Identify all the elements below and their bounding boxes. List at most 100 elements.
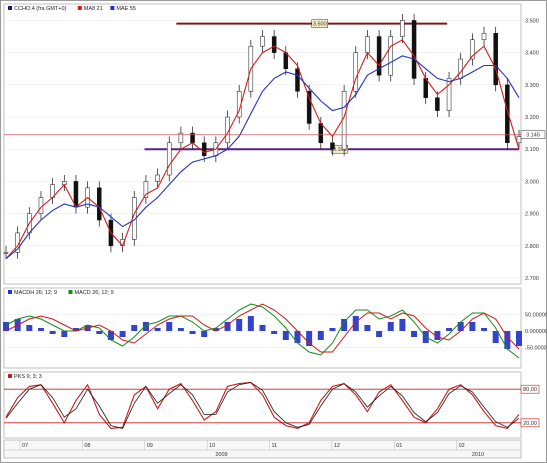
pks-legend: PKS 9; 3; 3	[8, 374, 42, 380]
candle-body	[155, 174, 160, 182]
macd-histogram-bar	[294, 331, 301, 343]
macd-y-tick-label: 0.000000	[525, 329, 547, 335]
candle-body	[260, 36, 265, 47]
reference-line-label: 3.100	[333, 147, 347, 153]
price-legend-label: MA8 21	[84, 6, 103, 12]
x-axis-year-labels: 2009 2010	[215, 452, 484, 458]
price-legend-label: CCHO.4 (fra GMT+0)	[14, 6, 67, 12]
macd-histogram-bar	[341, 319, 348, 331]
candle-body	[388, 36, 393, 76]
macd-histogram-bar	[142, 322, 149, 331]
macd-histogram-bar	[236, 319, 243, 331]
x-axis: 07 08 09 10 11 12 01 02 2009 2010	[3, 439, 522, 459]
candle-body	[435, 97, 440, 111]
macd-histogram-bar	[259, 325, 266, 331]
macd-histogram-bar	[399, 319, 406, 331]
macd-histogram-bar	[492, 331, 499, 343]
macd-histogram-bar	[376, 331, 383, 337]
candle-body	[201, 142, 207, 156]
month-label: 12	[334, 443, 340, 449]
macd-histogram-bar	[96, 331, 103, 334]
candle-body	[283, 52, 289, 69]
reference-line-tag	[311, 19, 328, 28]
macd-histogram-bar	[72, 328, 79, 331]
macd-histogram-bar	[434, 331, 441, 340]
macd-histogram-bar	[516, 331, 522, 346]
price-legend: CCHO.4 (fra GMT+0) MA8 21 MAE 55	[8, 6, 136, 12]
month-label: 02	[459, 443, 465, 449]
macd-histogram-bar	[457, 322, 464, 331]
candle-body	[493, 33, 498, 86]
macd-histogram-bar	[446, 328, 453, 331]
price-y-tick-label: 2.700	[525, 276, 539, 282]
current-price-tag	[520, 130, 546, 139]
month-label: 10	[209, 443, 215, 449]
month-label: 09	[147, 443, 153, 449]
candle-body	[178, 132, 184, 144]
price-y-axis: 3.500 3.400 3.300 3.200 3.100 3.000 2.900 2.800…	[525, 18, 539, 282]
candle-body	[353, 52, 359, 92]
candle-body	[470, 39, 475, 60]
macd-line	[5, 303, 520, 359]
macd-panel: 50.000000 0.000000 -50.000000 MACDH 26; 12…	[3, 287, 547, 369]
macd-histogram-bar	[189, 331, 196, 334]
macd-histogram-bar	[166, 322, 173, 331]
price-y-tick-label: 3.300	[525, 83, 539, 89]
macd-histogram-bar	[107, 331, 114, 340]
pks-legend-label: PKS 9; 3; 3	[14, 374, 42, 380]
x-axis-month-labels: 07 08 09 10 11 12 01 02	[19, 440, 465, 450]
reference-line-label: 3.500	[313, 22, 327, 28]
macd-histogram-bar	[411, 331, 418, 337]
macd-histogram-bar	[504, 331, 511, 349]
pks-panel-plot-area	[3, 371, 522, 439]
macd-legend: MACDH 26; 12; 9 MACD 26; 12; 9	[8, 290, 114, 296]
macd-histogram-bar	[37, 328, 44, 331]
macd-histogram-bar	[329, 328, 336, 331]
candle-body	[3, 251, 9, 254]
price-y-tick-label: 2.800	[525, 244, 539, 250]
candle-body	[516, 136, 522, 144]
macd-legend-label: MACD 26; 12; 9	[75, 290, 114, 296]
candle-body	[295, 68, 300, 92]
macd-histogram-bar	[224, 322, 231, 331]
candle-body	[481, 33, 487, 41]
macd-histogram-bar	[26, 325, 33, 331]
candle-body	[400, 20, 405, 37]
pks-level-tag	[520, 384, 540, 394]
month-label: 07	[22, 443, 28, 449]
current-price-label: 3.145	[526, 133, 540, 139]
macd-histogram-bar	[131, 325, 138, 331]
macd-y-axis: 50.000000 0.000000 -50.000000	[525, 313, 547, 352]
candle-body	[166, 142, 172, 176]
month-label: 01	[396, 443, 402, 449]
candle-body	[376, 36, 382, 76]
price-series-group	[3, 14, 522, 260]
legend-square-icon	[77, 6, 82, 10]
macd-y-tick-label: -50.000000	[525, 346, 547, 352]
year-label: 2009	[215, 452, 227, 458]
macd-histogram-bar	[481, 328, 488, 331]
pks-level-label: 80,00	[523, 387, 537, 393]
macd-histogram-bar	[306, 331, 313, 346]
candle-body	[306, 91, 312, 124]
candle-body	[365, 36, 370, 53]
x-axis-band	[3, 439, 522, 459]
candle-body	[318, 123, 324, 144]
macd-histogram-bar	[282, 331, 289, 340]
legend-square-icon	[8, 290, 12, 294]
macd-histogram-bar	[61, 331, 68, 337]
legend-square-icon	[8, 374, 12, 378]
macd-histogram-bar	[387, 322, 394, 331]
macd-histogram-bar	[469, 322, 476, 331]
candle-body	[97, 187, 102, 221]
macd-histogram-bar	[317, 331, 324, 340]
macd-histogram-bar	[177, 328, 184, 331]
mae55-line	[5, 55, 520, 260]
legend-square-icon	[68, 290, 73, 294]
candle-body	[505, 84, 510, 144]
pks-series-group	[5, 381, 520, 430]
macd-histogram-bar	[212, 328, 219, 331]
price-legend-label: MAE 55	[116, 6, 136, 12]
price-y-tick-label: 3.500	[525, 18, 539, 24]
